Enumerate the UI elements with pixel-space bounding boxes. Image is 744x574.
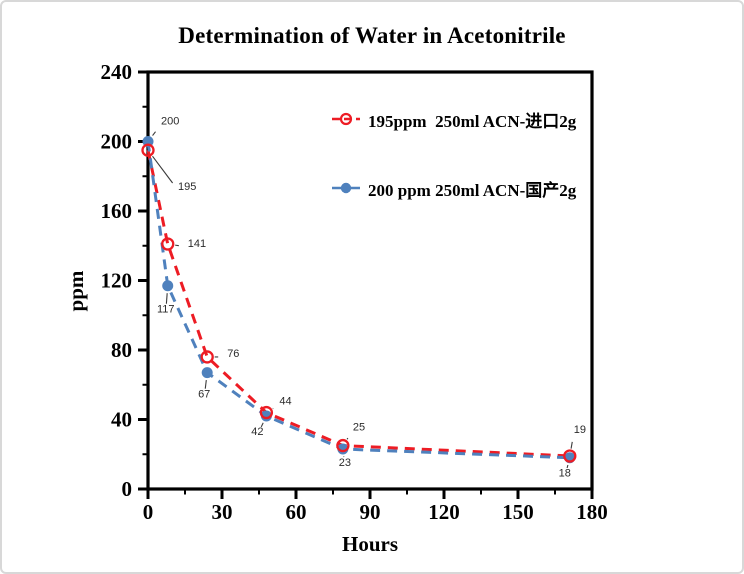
y-tick-label: 80: [111, 338, 132, 362]
domestic-data-point: [337, 443, 349, 455]
imported-series-line: [146, 149, 570, 458]
imported-data-point: [563, 449, 577, 463]
y-tick-label: 40: [111, 408, 132, 432]
label-leader-line: [152, 155, 174, 184]
y-tick-label: 200: [101, 130, 133, 154]
imported-data-point: [141, 143, 155, 157]
x-tick-label: 60: [286, 500, 307, 524]
data-point-label: 18: [559, 468, 571, 480]
x-tick-label: 150: [502, 500, 534, 524]
data-point-label: 44: [279, 396, 291, 408]
imported-data-point: [161, 237, 175, 251]
y-tick-label: 240: [101, 60, 133, 84]
legend-item-imported: 195ppm 250ml ACN-进口2g: [331, 109, 577, 131]
x-tick-label: 30: [212, 500, 233, 524]
data-point-label: 23: [339, 457, 351, 469]
y-tick-label: 0: [122, 477, 133, 501]
data-point-label: 42: [251, 426, 263, 438]
x-tick-label: 180: [576, 500, 608, 524]
label-leader-line: [175, 244, 179, 247]
legend-label-imported: 195ppm 250ml ACN-进口2g: [368, 111, 577, 131]
data-point-label: 76: [227, 348, 239, 360]
data-point-label: 25: [353, 422, 365, 434]
x-axis-label: Hours: [341, 532, 398, 556]
label-leader-line: [566, 464, 569, 469]
legend-label-domestic: 200 ppm 250ml ACN-国产2g: [368, 180, 577, 200]
label-leader-line: [165, 293, 168, 304]
chart-title: Determination of Water in Acetonitrile: [178, 23, 566, 48]
data-point-label: 195: [178, 181, 196, 193]
domestic-data-point: [201, 367, 213, 379]
data-point-label: 141: [188, 238, 206, 250]
label-leader-line: [152, 131, 156, 136]
imported-data-point: [336, 438, 350, 453]
label-leader-line: [570, 441, 573, 449]
plot-border: [146, 70, 594, 491]
data-point-label: 67: [198, 389, 210, 401]
data-point-label: 19: [574, 424, 586, 436]
legend-item-domestic: 200 ppm 250ml ACN-国产2g: [331, 178, 577, 200]
domestic-series-line: [146, 141, 570, 460]
legend-marker-filled-circle-icon: [332, 182, 360, 194]
x-tick-label: 90: [360, 500, 381, 524]
y-tick-label: 120: [101, 269, 133, 293]
y-axis-label: ppm: [64, 270, 88, 312]
y-tick-label: 160: [101, 199, 133, 223]
data-point-label: 117: [157, 304, 175, 316]
label-leader-line: [204, 379, 207, 389]
label-leader-line: [346, 437, 349, 440]
domestic-data-point: [162, 280, 174, 292]
data-point-label: 200: [161, 116, 179, 128]
x-tick-label: 120: [428, 500, 460, 524]
imported-data-point: [200, 350, 214, 364]
domestic-data-point: [260, 410, 272, 422]
legend-marker-open-circle-icon: [332, 112, 360, 126]
x-tick-label: 0: [143, 500, 154, 524]
imported-data-point: [259, 405, 274, 420]
label-leader-line: [260, 422, 264, 428]
